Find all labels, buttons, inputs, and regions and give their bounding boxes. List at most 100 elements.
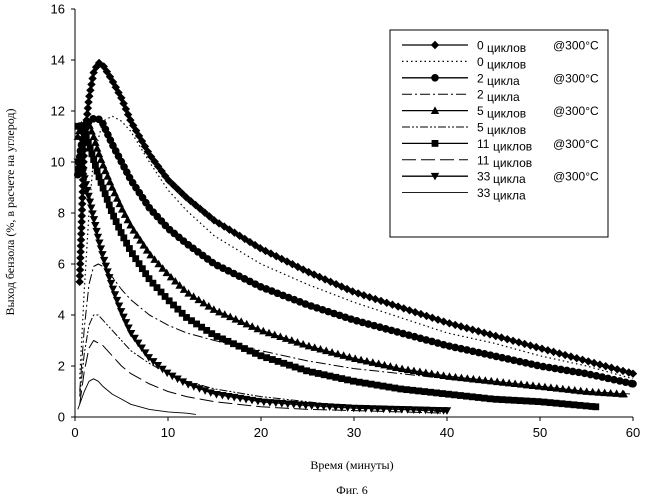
data-point-marker — [547, 399, 554, 406]
legend-series-unit: цикла — [493, 172, 526, 186]
y-tick-label: 6 — [58, 257, 65, 272]
data-point-marker — [553, 400, 560, 407]
data-point-marker — [386, 384, 393, 391]
data-point-marker — [559, 400, 566, 407]
data-point-marker — [541, 399, 548, 406]
x-axis-label: Время (минуты) — [310, 458, 393, 472]
data-point-marker — [368, 381, 375, 388]
data-point-marker — [397, 386, 404, 393]
legend-series-unit: цикла — [487, 74, 520, 88]
legend-series-unit: циклов — [487, 107, 526, 121]
data-point-marker — [303, 367, 310, 374]
legend-series-suffix: @300°C — [553, 170, 599, 184]
data-point-marker — [321, 371, 328, 378]
legend-series-number: 5 — [477, 121, 484, 135]
data-point-marker — [493, 396, 500, 403]
legend-series-unit: циклов — [487, 41, 526, 55]
legend-series-number: 0 — [477, 39, 484, 53]
data-point-marker — [629, 380, 637, 388]
data-point-marker — [356, 379, 363, 386]
x-tick-label: 0 — [71, 425, 78, 440]
legend-marker-swatch — [432, 140, 439, 147]
data-point-marker — [403, 386, 410, 393]
legend-series-suffix: @300°C — [553, 71, 599, 85]
y-axis-label: Выход бензола (%, в расчете на углерод) — [3, 108, 17, 315]
data-point-marker — [445, 391, 452, 398]
y-tick-label: 16 — [51, 2, 65, 17]
data-point-marker — [469, 393, 476, 400]
data-point-marker — [421, 388, 428, 395]
data-point-marker — [327, 373, 334, 380]
data-point-marker — [338, 375, 345, 382]
legend-series-suffix: @300°C — [553, 104, 599, 118]
legend-marker-swatch — [431, 74, 439, 82]
series-9 — [78, 379, 196, 415]
x-tick-label: 20 — [254, 425, 268, 440]
data-point-marker — [427, 389, 434, 396]
data-point-marker — [505, 397, 512, 404]
legend-series-unit: циклов — [493, 156, 532, 170]
legend-series-number: 33 — [477, 186, 491, 200]
data-point-marker — [433, 390, 440, 397]
data-point-marker — [391, 385, 398, 392]
legend-series-number: 2 — [477, 88, 484, 102]
data-point-marker — [517, 397, 524, 404]
legend-series-number: 11 — [477, 153, 490, 167]
data-point-marker — [523, 398, 530, 405]
x-tick-label: 60 — [626, 425, 640, 440]
data-point-marker — [481, 395, 488, 402]
x-tick-label: 50 — [533, 425, 547, 440]
legend-series-unit: циклов — [487, 123, 526, 137]
legend-series-number: 2 — [477, 71, 484, 85]
legend-series-number: 5 — [477, 104, 484, 118]
data-point-marker — [475, 394, 482, 401]
data-point-marker — [565, 401, 572, 408]
data-point-marker — [463, 393, 470, 400]
y-tick-label: 0 — [58, 410, 65, 425]
data-point-marker — [332, 374, 339, 381]
data-point-marker — [487, 395, 494, 402]
y-tick-label: 2 — [58, 359, 65, 374]
legend-series-number: 11 — [477, 137, 490, 151]
data-point-marker — [457, 392, 464, 399]
data-point-marker — [529, 398, 536, 405]
legend-series-suffix: @300°C — [553, 137, 599, 151]
legend-series-suffix: @300°C — [553, 39, 599, 53]
series-3 — [80, 264, 633, 394]
legend: 0циклов@300°C0циклов2цикла@300°C2цикла5ц… — [390, 30, 608, 237]
y-tick-label: 8 — [58, 206, 65, 221]
data-point-marker — [577, 402, 584, 409]
legend-series-unit: цикла — [493, 189, 526, 203]
y-tick-label: 14 — [51, 53, 65, 68]
series-line — [80, 264, 633, 394]
data-point-marker — [350, 378, 357, 385]
legend-series-number: 0 — [477, 55, 484, 69]
legend-series-unit: циклов — [487, 57, 526, 71]
y-tick-label: 10 — [51, 155, 65, 170]
data-point-marker — [380, 383, 387, 390]
data-point-marker — [511, 397, 518, 404]
data-point-marker — [362, 380, 369, 387]
series-line — [78, 379, 196, 415]
data-point-marker — [409, 387, 416, 394]
data-point-marker — [344, 376, 351, 383]
data-point-marker — [592, 403, 599, 410]
x-tick-label: 10 — [161, 425, 175, 440]
data-point-marker — [571, 401, 578, 408]
legend-series-unit: циклов — [493, 139, 532, 153]
legend-series-number: 33 — [477, 170, 491, 184]
y-tick-label: 12 — [51, 104, 65, 119]
data-point-marker — [315, 370, 322, 377]
data-point-marker — [374, 382, 381, 389]
data-point-marker — [499, 396, 506, 403]
data-point-marker — [535, 398, 542, 405]
data-point-marker — [451, 391, 458, 398]
x-tick-label: 40 — [440, 425, 454, 440]
data-point-marker — [415, 388, 422, 395]
legend-series-unit: цикла — [487, 90, 520, 104]
x-tick-label: 30 — [347, 425, 361, 440]
data-point-marker — [583, 403, 590, 410]
y-tick-label: 4 — [58, 308, 65, 323]
